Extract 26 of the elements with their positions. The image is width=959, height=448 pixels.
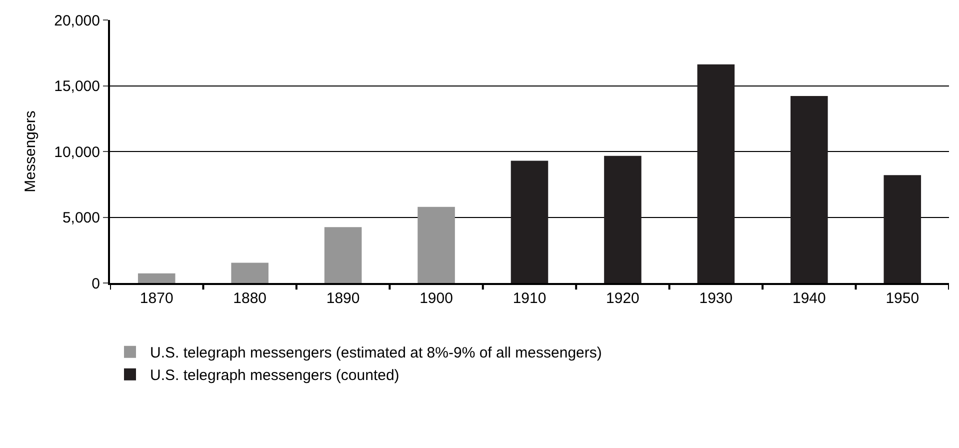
bar: [604, 156, 642, 283]
x-tick-label: 1950: [886, 290, 920, 307]
y-tick-label: 15,000: [54, 78, 100, 95]
bar: [884, 175, 922, 283]
bar: [697, 64, 735, 283]
x-tick-label: 1880: [233, 290, 267, 307]
y-tick-label: 5,000: [62, 210, 100, 226]
bar: [790, 96, 828, 283]
legend-label: U.S. telegraph messengers (counted): [150, 367, 400, 384]
bar: [510, 160, 548, 283]
x-tick-label: 1890: [326, 290, 360, 307]
x-tick-label: 1920: [606, 290, 640, 307]
y-tick-label: 20,000: [54, 12, 100, 30]
y-tick-label: 10,000: [54, 144, 100, 161]
bar: [324, 227, 362, 283]
x-tick-label: 1870: [140, 290, 174, 307]
x-tick-label: 1930: [699, 290, 733, 307]
bar: [231, 262, 268, 283]
x-tick-label: 1940: [792, 290, 826, 307]
legend-label: U.S. telegraph messengers (estimated at 8%-9% of all messengers): [150, 344, 602, 362]
x-tick-label: 1900: [420, 290, 453, 307]
x-tick-label: 1910: [512, 290, 546, 307]
y-axis-title: Messengers: [22, 110, 39, 192]
y-tick-label: 0: [92, 275, 100, 292]
bar: [138, 273, 176, 283]
bar: [418, 206, 455, 283]
